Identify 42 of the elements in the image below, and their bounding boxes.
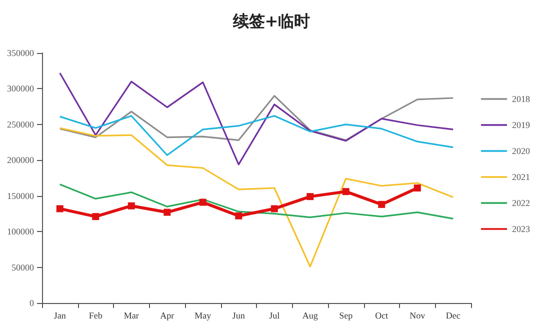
y-tick-label: 0 [30, 298, 34, 308]
x-tick-label: Sep [339, 310, 354, 320]
line-series [59, 95, 454, 141]
point [199, 198, 206, 206]
chart-title: 续签+临时 [232, 12, 310, 30]
x-tick-label: Jul [269, 310, 280, 320]
point [128, 202, 135, 210]
point [306, 193, 314, 200]
legend-label: 2023 [512, 224, 530, 234]
point [414, 184, 421, 192]
y-tick-label: 100000 [7, 226, 34, 237]
x-tick-label: Nov [410, 310, 426, 320]
y-tick-label: 250000 [7, 119, 34, 130]
x-tick-label: Oct [375, 310, 389, 320]
legend-label: 2021 [512, 172, 530, 182]
x-tick-label: Aug [302, 310, 318, 320]
point [378, 200, 386, 208]
x-tick-label: Mar [124, 310, 139, 320]
line-series [59, 72, 454, 166]
x-tick-label: Jan [54, 310, 66, 320]
point [235, 212, 242, 220]
line-series [59, 115, 454, 156]
x-tick-label: Feb [88, 310, 103, 320]
y-tick-label: 50000 [12, 262, 34, 272]
x-tick-label: May [194, 310, 212, 320]
legend-label: 2019 [512, 120, 530, 130]
x-tick-label: Apr [160, 310, 174, 320]
x-tick-label: Jun [232, 310, 246, 320]
point [164, 208, 171, 216]
point [342, 188, 350, 196]
point [270, 205, 278, 212]
y-tick-label: 300000 [7, 84, 34, 94]
x-tick-label: Dec [446, 310, 460, 320]
point [92, 213, 100, 220]
y-tick-label: 150000 [7, 190, 34, 201]
line-series [59, 127, 454, 268]
legend-label: 2018 [512, 94, 530, 104]
point [56, 205, 64, 212]
legend-label: 2022 [512, 198, 530, 208]
y-tick-label: 350000 [7, 48, 34, 58]
y-tick-label: 200000 [7, 155, 34, 166]
legend-label: 2020 [512, 146, 530, 156]
